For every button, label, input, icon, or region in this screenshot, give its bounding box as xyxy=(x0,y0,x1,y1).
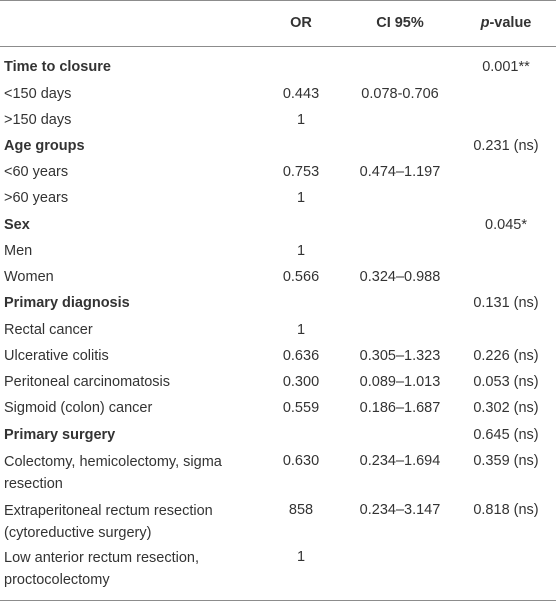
row-or: 0.443 xyxy=(282,86,320,102)
row-p: 0.818 (ns) xyxy=(473,502,539,518)
row-or: 0.566 xyxy=(282,269,320,285)
row-label: Women xyxy=(4,269,54,285)
header-p-italic: p xyxy=(480,15,490,31)
row-label: Rectal cancer xyxy=(4,322,93,338)
header-p-rest: -value xyxy=(489,15,532,31)
row-ci: 0.234–3.147 xyxy=(359,502,441,518)
table-bottom-rule xyxy=(0,600,556,601)
row-p: 0.045* xyxy=(485,217,527,233)
row-label: Time to closure xyxy=(4,59,111,75)
row-p: 0.053 (ns) xyxy=(473,374,539,390)
row-label: Ulcerative colitis xyxy=(4,348,109,364)
row-label: Men xyxy=(4,243,33,259)
row-or: 858 xyxy=(288,502,314,518)
row-or: 1 xyxy=(296,549,306,565)
table-header: OR CI 95% p-value xyxy=(0,0,556,47)
row-label: Sex xyxy=(4,217,30,233)
row-ci: 0.234–1.694 xyxy=(359,453,441,469)
row-p: 0.001** xyxy=(482,59,530,75)
row-label: Extraperitoneal rectum resection (cytore… xyxy=(4,503,213,541)
row-or: 0.559 xyxy=(282,400,320,416)
row-label: >60 years xyxy=(4,190,69,206)
header-p-value: p-value xyxy=(456,13,556,33)
row-ci: 0.078-0.706 xyxy=(361,86,439,102)
header-or: OR xyxy=(290,15,312,31)
row-p: 0.131 (ns) xyxy=(473,295,539,311)
row-label: Sigmoid (colon) cancer xyxy=(4,400,153,416)
row-or: 0.300 xyxy=(282,374,320,390)
row-or: 1 xyxy=(296,112,306,128)
row-or: 1 xyxy=(296,243,306,259)
row-p: 0.231 (ns) xyxy=(473,138,539,154)
row-label: <150 days xyxy=(4,86,72,102)
row-label: Low anterior rectum resection, proctocol… xyxy=(4,550,200,588)
row-ci: 0.186–1.687 xyxy=(359,400,441,416)
row-label: Primary diagnosis xyxy=(4,295,130,311)
row-or: 0.636 xyxy=(282,348,320,364)
row-label: >150 days xyxy=(4,112,72,128)
row-p: 0.226 (ns) xyxy=(473,348,539,364)
row-label: Age groups xyxy=(4,138,85,154)
row-ci: 0.089–1.013 xyxy=(359,374,441,390)
row-p: 0.645 (ns) xyxy=(473,427,539,443)
row-label: Primary surgery xyxy=(4,427,116,443)
row-p: 0.359 (ns) xyxy=(473,453,539,469)
row-label: Peritoneal carcinomatosis xyxy=(4,374,171,390)
row-ci: 0.474–1.197 xyxy=(359,164,441,180)
row-or: 0.753 xyxy=(282,164,320,180)
header-ci: CI 95% xyxy=(376,15,424,31)
row-or: 0.630 xyxy=(282,453,320,469)
row-ci: 0.324–0.988 xyxy=(359,269,441,285)
row-p: 0.302 (ns) xyxy=(473,400,539,416)
row-ci: 0.305–1.323 xyxy=(359,348,441,364)
row-label: <60 years xyxy=(4,164,69,180)
row-or: 1 xyxy=(296,322,306,338)
row-label: Colectomy, hemicolectomy, sigma resectio… xyxy=(4,454,222,492)
row-or: 1 xyxy=(296,190,306,206)
